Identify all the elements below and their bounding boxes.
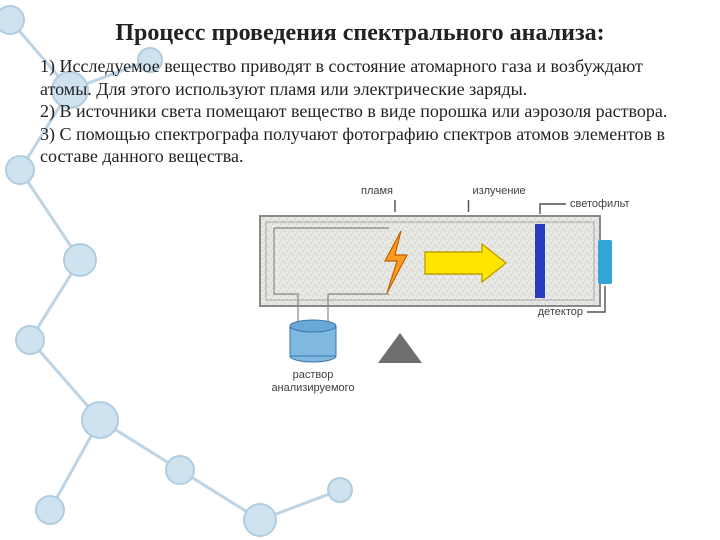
body-line: 1) Исследуемое вещество приводят в состо… xyxy=(40,55,680,100)
diagram-label: раствор xyxy=(293,369,334,381)
diagram-label: излучение xyxy=(473,185,526,197)
body-text: 1) Исследуемое вещество приводят в состо… xyxy=(40,55,680,168)
detector-block xyxy=(598,240,612,284)
page-title: Процесс проведения спектрального анализа… xyxy=(40,20,680,47)
spectrograph-diagram: пламя излучение светофильтр детектор раствор… xyxy=(230,178,630,398)
diagram-label: пламя xyxy=(361,185,393,197)
prism-stand-icon xyxy=(378,333,422,363)
diagram-label: анализируемого xyxy=(271,382,354,394)
diagram-label: вещества xyxy=(288,395,338,398)
beaker-icon xyxy=(290,320,336,332)
diagram-label: светофильтр xyxy=(570,198,630,210)
diagram-label: детектор xyxy=(538,306,583,318)
body-line: 2) В источники света помещают вещество в… xyxy=(40,100,680,123)
filter-bar xyxy=(535,224,545,298)
body-line: 3) С помощью спектрографа получают фотог… xyxy=(40,123,680,168)
